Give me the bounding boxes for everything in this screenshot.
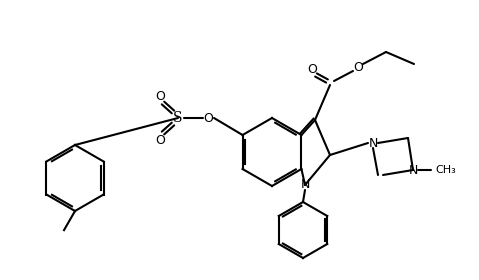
Text: N: N: [300, 179, 310, 192]
Text: N: N: [368, 137, 377, 150]
Text: O: O: [155, 134, 165, 146]
Text: O: O: [307, 62, 317, 76]
Text: S: S: [173, 111, 183, 125]
Text: O: O: [353, 60, 363, 74]
Text: O: O: [155, 90, 165, 102]
Text: CH₃: CH₃: [435, 165, 456, 175]
Text: O: O: [203, 111, 213, 125]
Text: N: N: [408, 164, 418, 176]
